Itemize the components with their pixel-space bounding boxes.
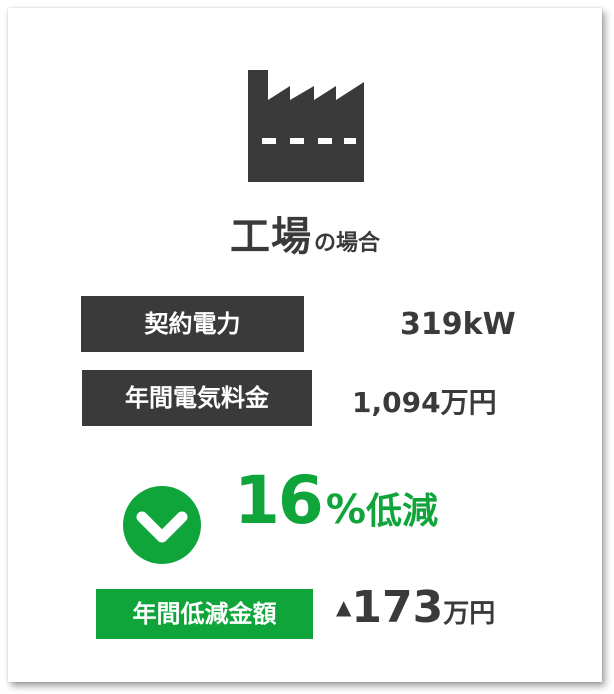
annual-electricity-cost-value: 1,094万円 xyxy=(352,386,497,419)
annual-saving-number: 173 xyxy=(351,582,444,633)
page-title: 工場の場合 xyxy=(8,204,602,262)
annual-electricity-cost-label: 年間電気料金 xyxy=(82,370,312,426)
reduction-word: 低減 xyxy=(365,491,438,532)
contract-power-value: 319kW xyxy=(400,307,516,342)
reduction-rate: 16 %低減 xyxy=(234,462,438,539)
decrease-triangle-icon: ▲ xyxy=(336,595,352,619)
annual-saving-value: ▲173万円 xyxy=(336,582,495,633)
chevron-down-check-icon xyxy=(123,486,201,564)
info-card: 工場の場合 契約電力 319kW 年間電気料金 1,094万円 16 %低減 年間… xyxy=(8,8,602,682)
reduction-percent-sign: % xyxy=(325,487,366,533)
reduction-number: 16 xyxy=(234,462,324,539)
annual-saving-label: 年間低減金額 xyxy=(96,589,313,639)
page-title-main: 工場 xyxy=(229,214,312,260)
contract-power-label: 契約電力 xyxy=(81,296,304,352)
annual-saving-unit: 万円 xyxy=(443,599,496,629)
factory-icon xyxy=(248,70,364,182)
page-title-sub: の場合 xyxy=(313,231,380,256)
